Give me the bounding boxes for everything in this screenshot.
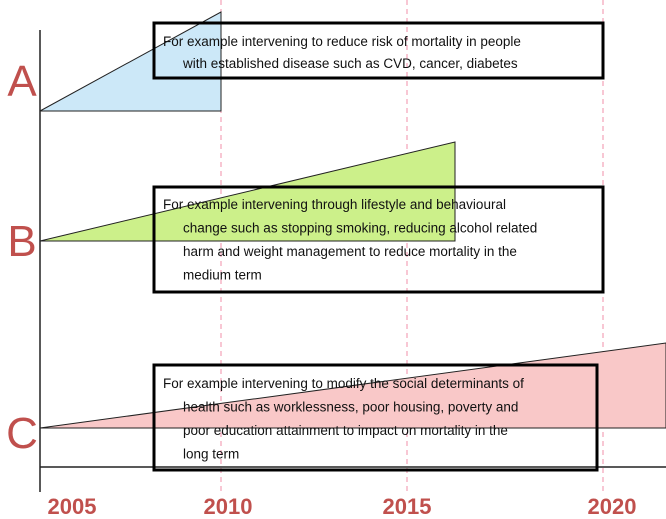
row-letter: C	[6, 409, 38, 458]
content: A For example intervening to reduce risk …	[6, 34, 636, 519]
year-label: 2005	[48, 494, 97, 519]
box-text-line: For example intervening through lifestyl…	[163, 197, 506, 212]
box-text-line: health such as worklessness, poor housin…	[183, 400, 518, 415]
row-letter: B	[7, 217, 36, 266]
box-text-line: medium term	[183, 268, 262, 283]
year-label: 2015	[383, 494, 432, 519]
box-text-line: For example intervening to modify the so…	[163, 376, 524, 391]
year-label: 2010	[204, 494, 253, 519]
box-a	[152, 21, 605, 80]
box-text-line: long term	[183, 447, 239, 462]
box-text-line: harm and weight management to reduce mor…	[183, 244, 517, 259]
box-text-line: poor education attainment to impact on m…	[183, 423, 508, 438]
box-text-line: change such as stopping smoking, reducin…	[183, 221, 537, 236]
box-text-line: with established disease such as CVD, ca…	[182, 56, 518, 71]
box-c	[152, 363, 599, 472]
triangle-a	[39, 11, 222, 112]
triangle-b	[39, 141, 456, 242]
row-letter: A	[7, 57, 37, 106]
box-text-line: For example intervening to reduce risk o…	[163, 34, 521, 49]
box-b	[152, 185, 605, 294]
year-label: 2020	[588, 494, 637, 519]
